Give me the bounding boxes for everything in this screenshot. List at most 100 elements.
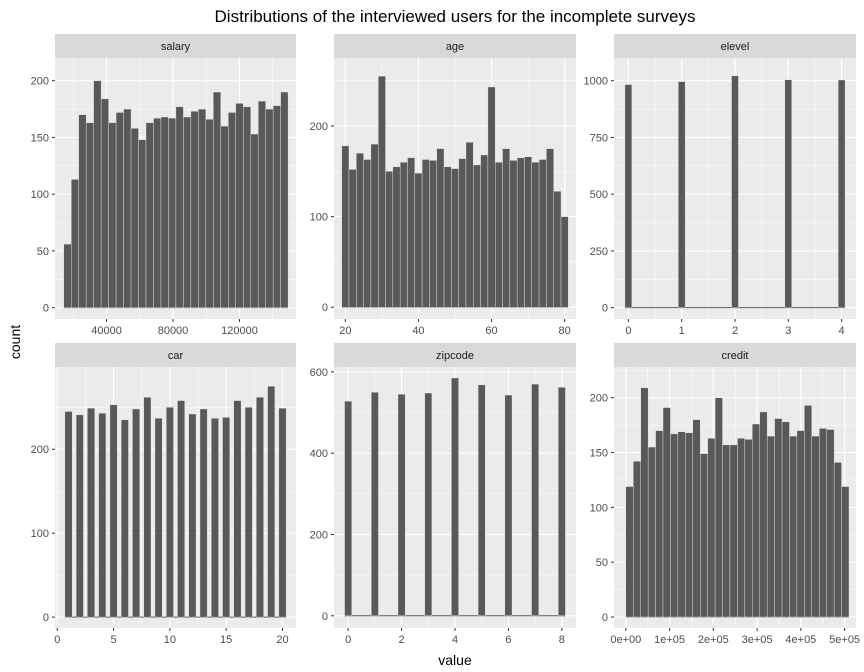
- x-tick-label: 20: [276, 634, 288, 646]
- bar-credit: [774, 418, 783, 618]
- x-tick-label: 4: [839, 325, 845, 337]
- y-tick-label: 0: [322, 302, 328, 314]
- y-tick-label: 200: [31, 76, 49, 88]
- x-tick-label: 60: [485, 325, 497, 337]
- bar-credit: [744, 439, 753, 618]
- x-tick-label: 5e+05: [829, 634, 860, 646]
- bar-age: [370, 143, 379, 308]
- bar-car: [64, 411, 73, 618]
- x-tick-label: 120000: [221, 325, 258, 337]
- bar-age: [356, 152, 364, 308]
- bar-age: [465, 142, 474, 308]
- bar-car: [211, 417, 219, 618]
- strip-label-credit: credit: [722, 350, 749, 362]
- bar-credit: [647, 446, 656, 618]
- bar-credit: [662, 407, 671, 618]
- x-tick-label: 0: [345, 634, 351, 646]
- bar-salary: [198, 108, 207, 308]
- bar-car: [75, 414, 84, 618]
- bar-car: [278, 407, 287, 618]
- bar-credit: [819, 428, 827, 618]
- strip-age: [334, 34, 576, 58]
- bar-age: [399, 162, 408, 308]
- x-tick-label: 8: [559, 634, 565, 646]
- x-tick-label: 4e+05: [785, 634, 816, 646]
- bar-car: [120, 419, 129, 618]
- bar-age: [546, 148, 554, 308]
- bar-salary: [123, 108, 132, 308]
- bar-credit: [633, 461, 641, 618]
- y-tick-label: 750: [590, 132, 608, 144]
- bar-age: [531, 162, 540, 308]
- bar-age: [429, 160, 437, 308]
- bar-age: [487, 86, 496, 308]
- bar-car: [166, 407, 174, 618]
- y-tick-label: 50: [37, 246, 49, 258]
- bar-salary: [265, 108, 274, 308]
- bar-salary: [243, 106, 251, 308]
- bar-age: [341, 145, 350, 308]
- x-tick-label: 0: [625, 325, 631, 337]
- panel-elevel: elevel 0 250 500 750 1000 0 1 2 3 4: [584, 34, 856, 337]
- bar-credit: [685, 432, 693, 618]
- strip-credit: [614, 343, 856, 367]
- bar-car: [154, 417, 163, 618]
- panel-age: age 0 100 200 20 40 60 80: [310, 34, 576, 337]
- bar-elevel: [624, 84, 633, 308]
- bar-car: [132, 408, 140, 618]
- strip-label-elevel: elevel: [721, 41, 750, 53]
- strip-label-car: car: [168, 350, 184, 362]
- bar-age: [509, 160, 518, 308]
- bar-age: [502, 148, 511, 308]
- bar-car: [143, 397, 152, 618]
- bar-credit: [655, 430, 664, 618]
- bar-credit: [640, 387, 649, 618]
- bar-age: [560, 216, 569, 308]
- bar-credit: [789, 435, 798, 618]
- bar-zipcode: [344, 400, 352, 617]
- bar-zipcode: [504, 394, 513, 617]
- bar-salary: [235, 103, 244, 308]
- y-tick-label: 100: [31, 189, 49, 201]
- bar-elevel: [784, 79, 792, 308]
- bar-credit: [752, 423, 760, 618]
- bar-zipcode: [558, 387, 566, 617]
- bar-credit: [841, 486, 850, 618]
- bar-elevel: [678, 81, 686, 308]
- x-tick-label: 20: [339, 325, 351, 337]
- bar-credit: [670, 433, 679, 618]
- bar-credit: [811, 435, 820, 618]
- bar-salary: [85, 122, 94, 308]
- bar-credit: [707, 438, 716, 618]
- y-tick-label: 50: [596, 557, 608, 569]
- bar-age: [443, 166, 452, 308]
- bar-credit: [625, 486, 634, 618]
- bar-salary: [115, 112, 124, 308]
- strip-car: [55, 343, 296, 367]
- x-axis-title: value: [438, 652, 472, 668]
- x-tick-label: 10: [164, 634, 176, 646]
- bar-age: [473, 164, 481, 308]
- y-tick-label: 200: [31, 444, 49, 456]
- bar-age: [495, 162, 503, 308]
- y-tick-label: 600: [310, 367, 328, 379]
- bar-salary: [183, 116, 192, 308]
- y-tick-label: 0: [602, 303, 608, 315]
- x-tick-label: 2: [399, 634, 405, 646]
- bar-salary: [100, 98, 109, 308]
- x-tick-label: 2e+05: [698, 634, 729, 646]
- bar-age: [348, 169, 357, 308]
- bar-age: [516, 157, 525, 308]
- x-tick-label: 40: [412, 325, 424, 337]
- bar-credit: [759, 411, 768, 618]
- bar-salary: [205, 119, 214, 308]
- panel-car: car 0 100 200 0 5 10 15 20: [31, 343, 296, 646]
- bar-age: [480, 154, 489, 308]
- y-tick-label: 150: [31, 132, 49, 144]
- panel-credit: credit 0 50 100 150 200 0e+00 1e+05 2e+05 3e+05 4e…: [590, 343, 860, 646]
- bar-salary: [153, 117, 162, 308]
- bar-car: [188, 413, 197, 618]
- bar-car: [233, 400, 242, 618]
- bar-credit: [766, 435, 775, 618]
- bar-age: [414, 172, 423, 308]
